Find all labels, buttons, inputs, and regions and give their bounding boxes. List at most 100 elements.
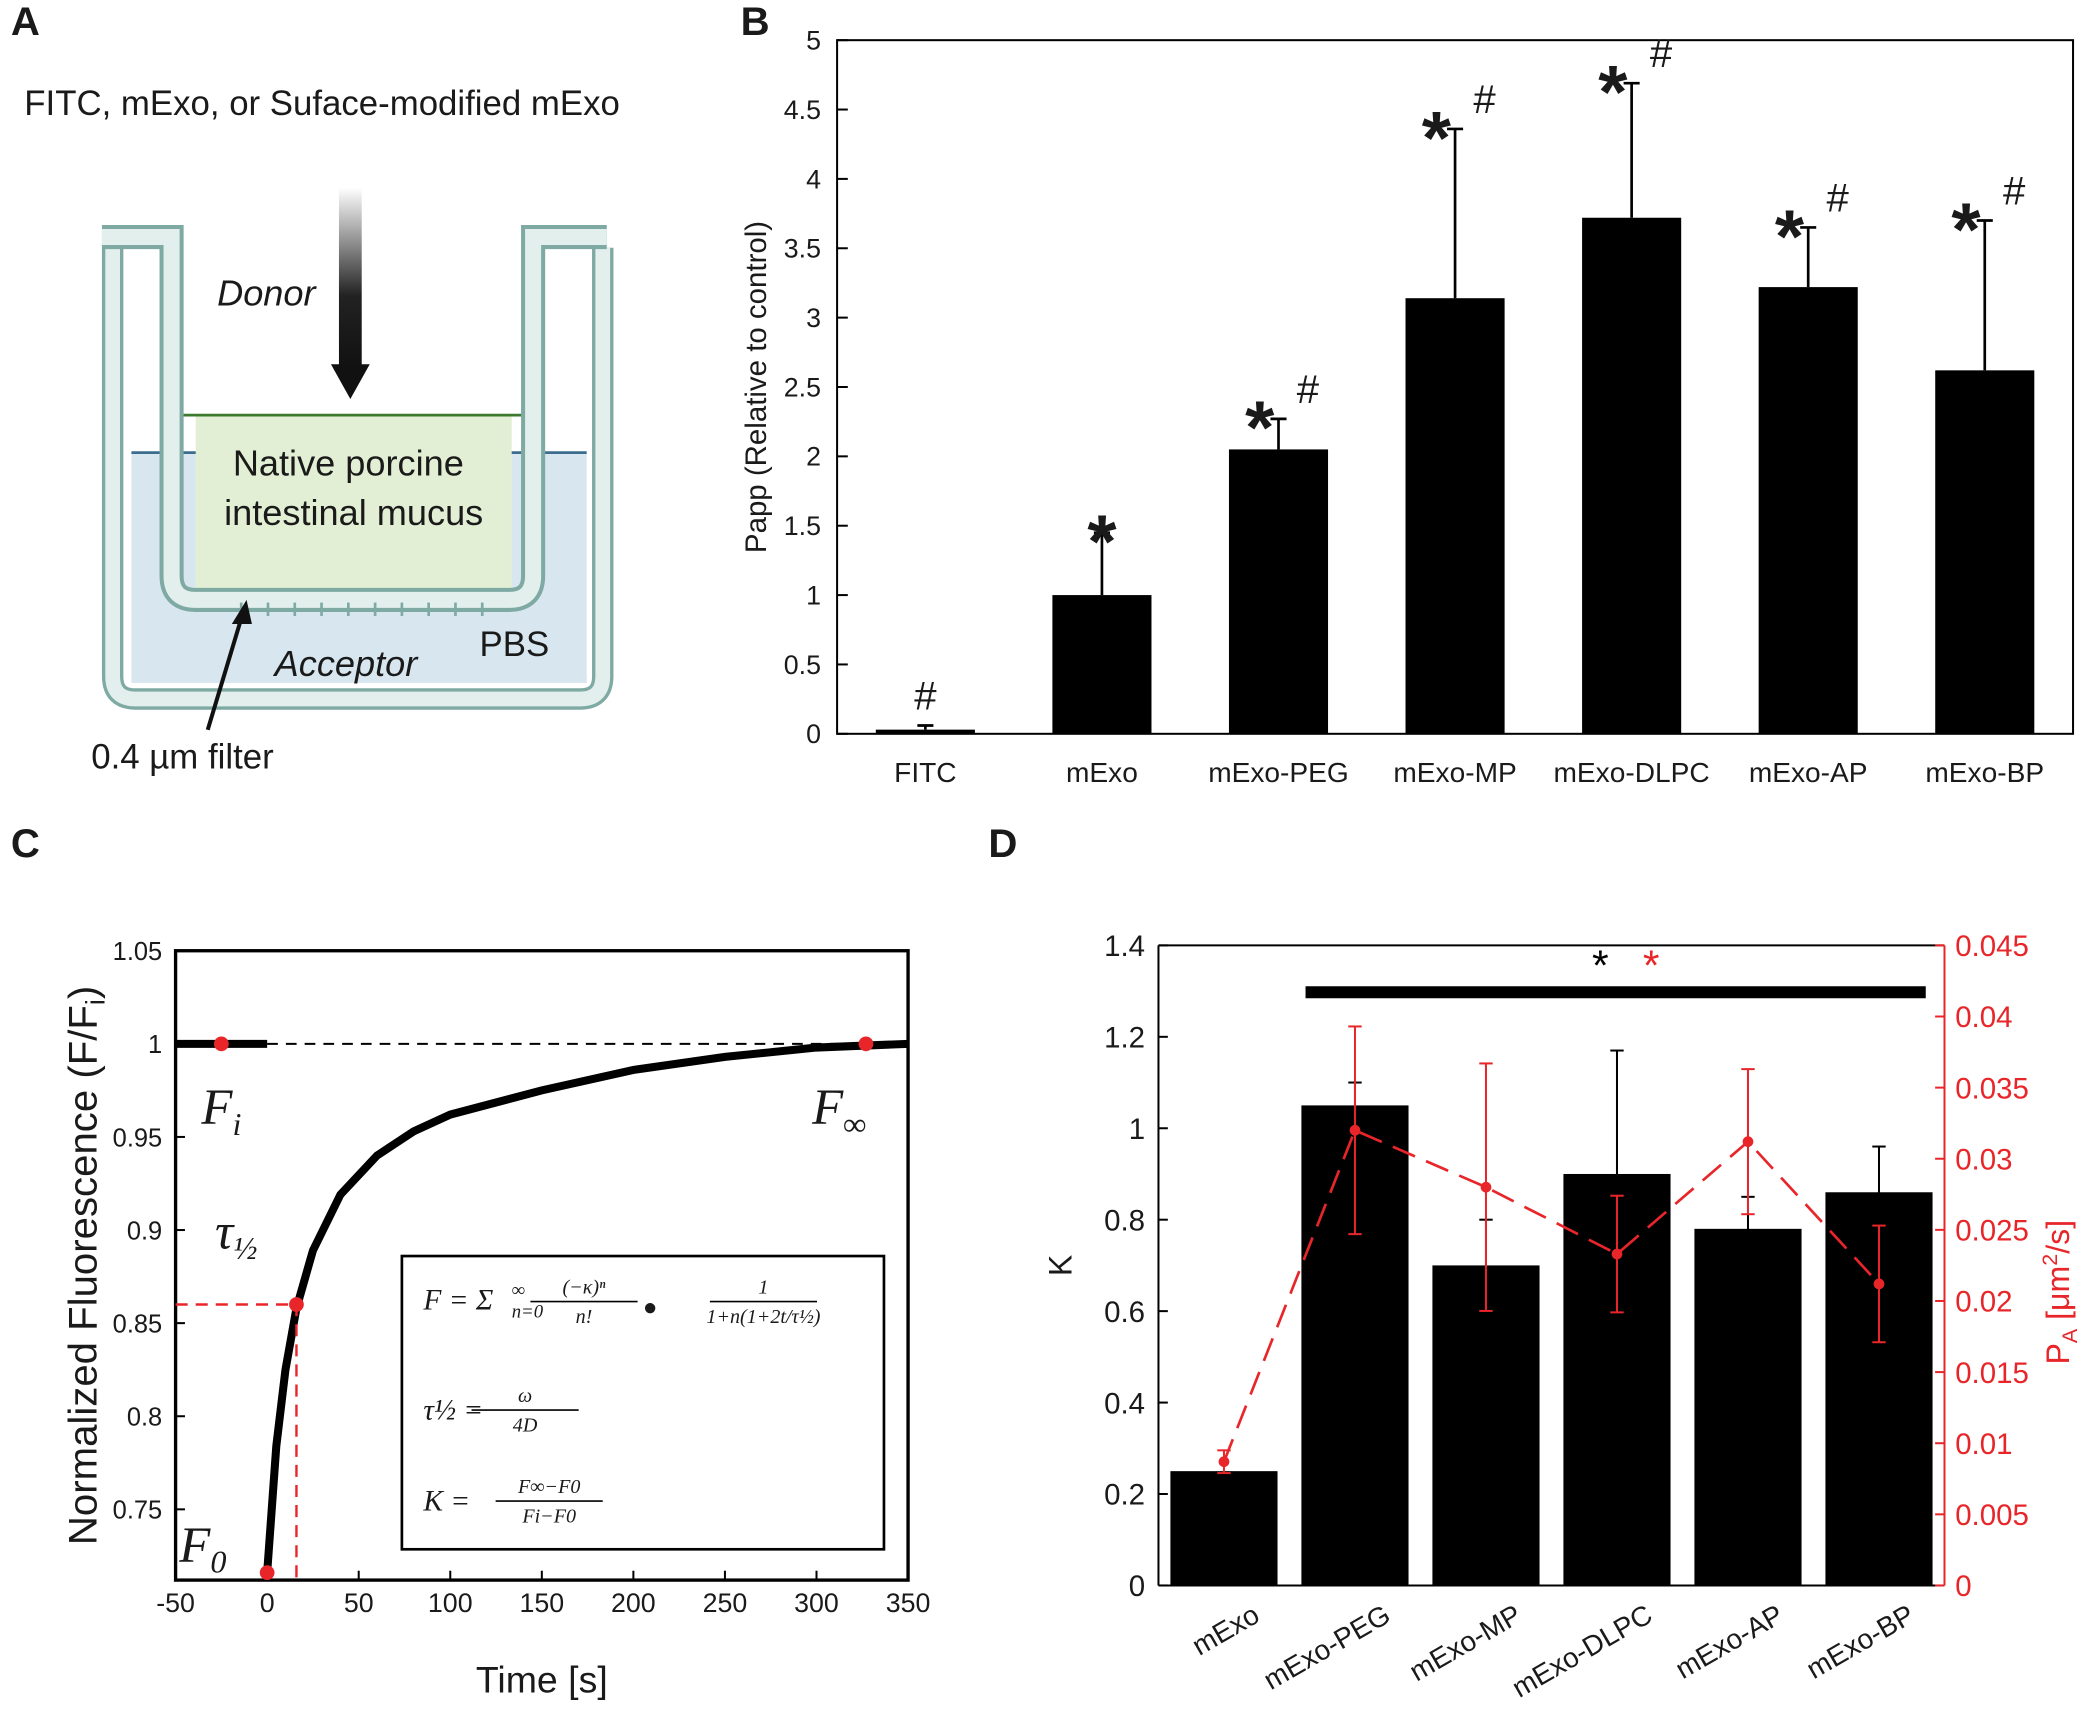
point-label-part: F (178, 1518, 211, 1574)
equation-op: ● (643, 1294, 658, 1321)
x-tick-label: 300 (794, 1588, 839, 1618)
y2-tick-label: 0.03 (1955, 1143, 2012, 1176)
y2-tick-label: 0.005 (1955, 1499, 2029, 1532)
key-point (214, 1036, 229, 1052)
bar (1170, 1471, 1278, 1586)
x-tick-label: -50 (156, 1588, 195, 1618)
bar (1582, 217, 1682, 734)
y-axis-label-part: i (81, 999, 111, 1005)
y-tick-label: 3.5 (784, 234, 821, 264)
panel-label: A (11, 0, 40, 44)
y2-tick-label: 0.015 (1955, 1357, 2029, 1390)
x-tick-label: mExo-AP (1749, 757, 1868, 788)
y-tick-label: 0.6 (1104, 1296, 1145, 1329)
significance-star: * (1598, 50, 1628, 134)
buffer-label: PBS (480, 625, 550, 664)
y2-tick-label: 0.025 (1955, 1215, 2029, 1248)
significance-hash: # (1473, 77, 1496, 122)
trend-line (1222, 1128, 1880, 1463)
y-tick-label: 1 (1129, 1113, 1145, 1146)
bar (875, 729, 975, 734)
filter-pointer (205, 618, 244, 731)
bar (1694, 1228, 1802, 1586)
y2-axis-label-part: /s] (2040, 1220, 2076, 1254)
equation-box (400, 1254, 886, 1551)
y2-tick-label: 0.02 (1955, 1286, 2012, 1319)
y-tick-label: 0 (806, 719, 821, 749)
mucus-label: intestinal mucus (224, 492, 483, 533)
y-tick-label: 1.4 (1104, 930, 1145, 963)
y-tick-label: 5 (806, 26, 821, 56)
y-tick-label: 4 (806, 164, 821, 194)
point-label: F0 (178, 1518, 226, 1580)
y-tick-label: 0.8 (127, 1404, 162, 1432)
y2-axis-label-part: [μm (2040, 1266, 2076, 1329)
x-tick-label: mExo-BP (1925, 757, 2044, 788)
x-tick-label: 150 (519, 1588, 564, 1618)
filter-pointer-head (231, 599, 252, 625)
significance-star: * (1775, 194, 1805, 278)
y2-axis-label-part: P (2040, 1343, 2076, 1364)
y-tick-label: 4.5 (784, 95, 821, 125)
y-axis-label: Normalized Fluorescence (F/Fi) (61, 986, 111, 1545)
fraction-den: Fi−F0 (521, 1506, 576, 1528)
y-tick-label: 0.4 (1104, 1387, 1145, 1420)
well-inner (105, 247, 611, 707)
point-label-part: ∞ (843, 1106, 866, 1142)
curve (263, 1039, 909, 1573)
y-tick-label: 0.85 (113, 1311, 163, 1339)
bar (1228, 449, 1329, 734)
x-tick-label: mExo-PEG (1258, 1599, 1395, 1696)
x-tick-label: mExo-BP (1801, 1599, 1919, 1685)
significance-star: * (1951, 187, 1981, 271)
fraction-den: n! (576, 1306, 593, 1328)
key-point (858, 1036, 874, 1052)
bar (1758, 287, 1858, 734)
x-tick-label: mExo (1187, 1599, 1265, 1662)
equation-sub: n=0 (512, 1302, 544, 1323)
y-tick-label: 2.5 (784, 372, 821, 402)
significance-hash: # (2003, 168, 2026, 213)
significance-hash: # (1297, 367, 1320, 412)
mucus-label: Native porcine (233, 442, 464, 483)
y2-axis-label: PA [μm2/s] (2038, 1220, 2082, 1365)
y-tick-label: 0.8 (1104, 1204, 1145, 1237)
y-tick-label: 0.5 (784, 650, 821, 680)
point-label-part: i (232, 1106, 241, 1142)
bar (1935, 370, 2035, 734)
donor-label: Donor (217, 272, 317, 313)
x-tick-label: FITC (894, 757, 956, 788)
point (1742, 1136, 1754, 1148)
fraction-num: 1 (758, 1277, 768, 1299)
y2-tick-label: 0.035 (1955, 1072, 2029, 1105)
mucus (195, 415, 512, 592)
diagram-title: FITC, mExo, or Suface-modified mExo (24, 84, 620, 123)
y-tick-label: 0 (1129, 1570, 1145, 1603)
bar (1432, 1265, 1540, 1586)
point-label-part: τ (215, 1204, 235, 1260)
x-tick-label: mExo-MP (1404, 1599, 1526, 1688)
panel-label: C (11, 821, 40, 866)
significance-hash: # (1826, 175, 1849, 220)
x-tick-label: mExo-DLPC (1507, 1599, 1658, 1704)
point (1480, 1181, 1492, 1193)
bar (1405, 298, 1505, 734)
point-label: F∞ (811, 1080, 866, 1142)
y-axis-label: Papp (Relative to control) (740, 221, 773, 553)
point-label: Fi (200, 1080, 241, 1142)
donor-arrowhead (330, 364, 370, 400)
significance-star: * (1643, 942, 1660, 990)
x-tick-label: 0 (260, 1588, 275, 1618)
insert-inner (101, 228, 607, 608)
point-label: τ½ (215, 1204, 257, 1266)
y-tick-label: 1.2 (1104, 1022, 1145, 1055)
point-label-part: F (200, 1080, 233, 1136)
panel-a: FITC, mExo, or Suface-modified mExo Dono… (24, 84, 620, 776)
y2-axis-label-part: A (2058, 1328, 2082, 1343)
equation: K = (422, 1485, 470, 1517)
x-axis-label: Time [s] (476, 1659, 608, 1701)
y2-tick-label: 0 (1955, 1570, 1971, 1603)
fraction-num: (−κ)ⁿ (563, 1277, 607, 1299)
significance-star: * (1245, 386, 1275, 470)
bar (1052, 595, 1152, 734)
